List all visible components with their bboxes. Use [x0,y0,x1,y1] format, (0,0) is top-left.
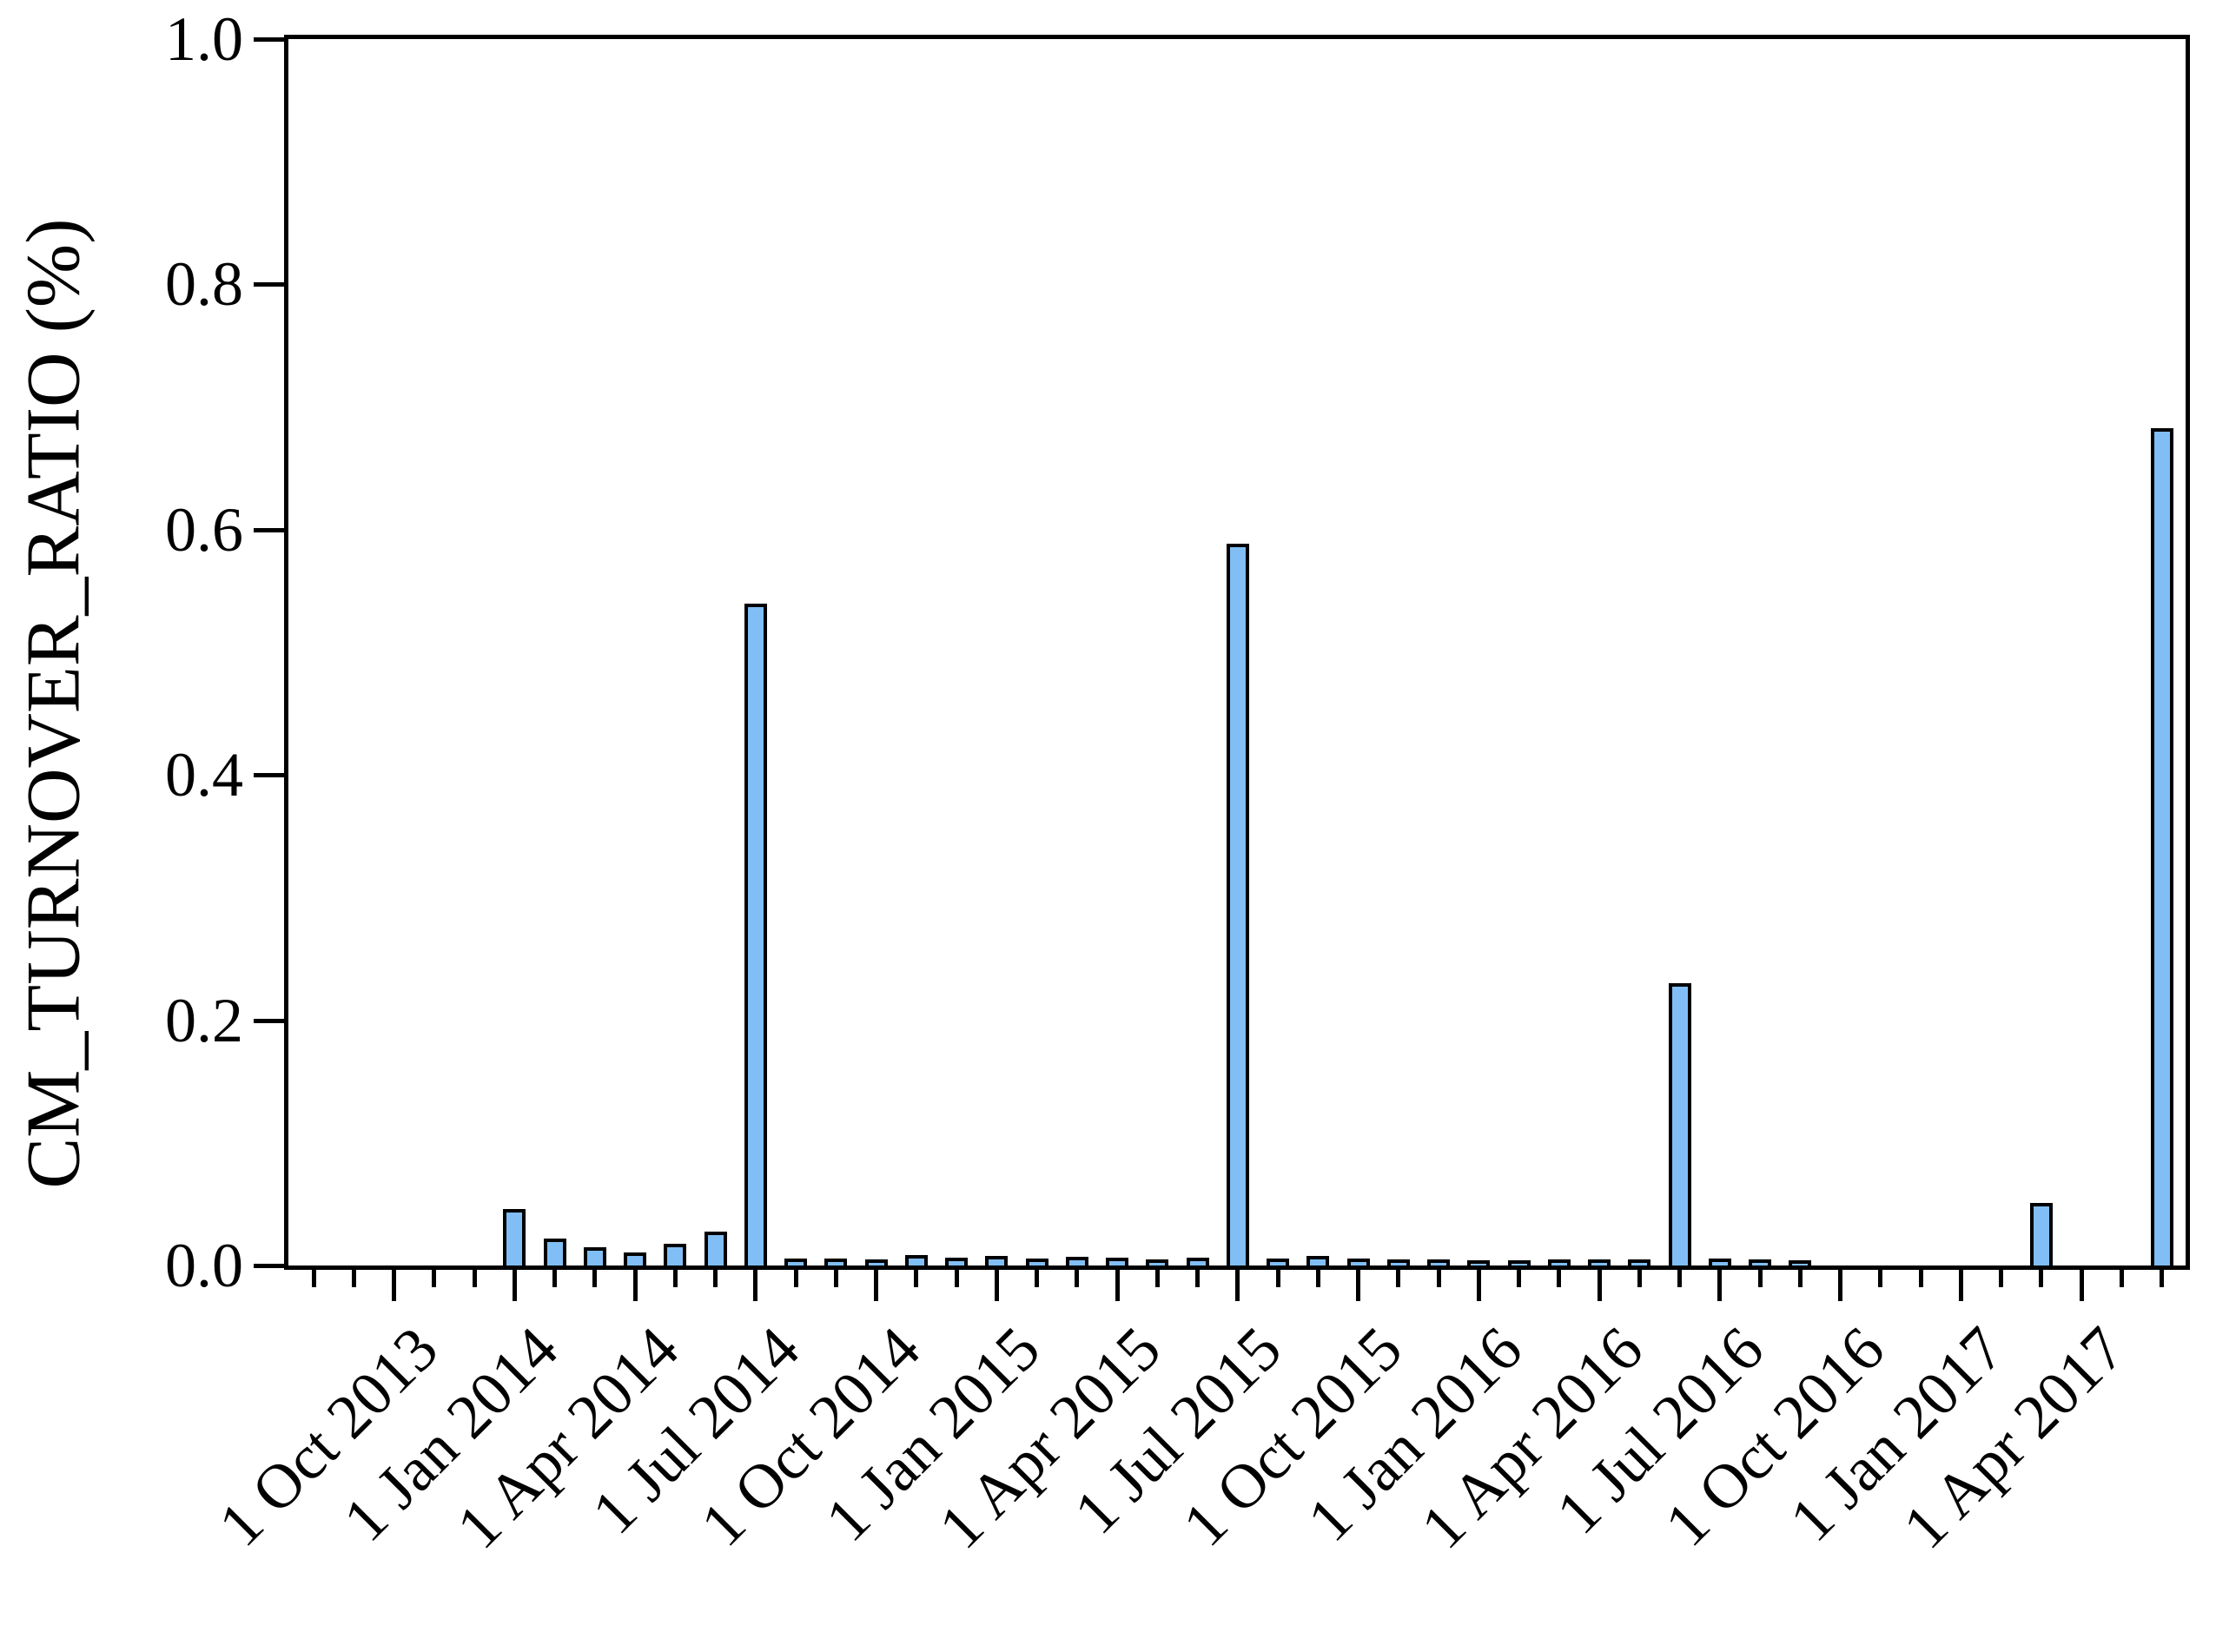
x-tick-major [633,1270,638,1301]
bar-aug-2015 [1267,1259,1289,1265]
bar-layer [288,39,2186,1265]
x-tick-major [1477,1270,1481,1301]
bar-feb-2016 [1508,1260,1531,1265]
bar-may-2014 [664,1244,686,1265]
bar-nov-2015 [1387,1259,1410,1265]
bar-feb-2014 [544,1239,566,1265]
x-tick-minor [1798,1270,1803,1287]
bar-jun-2015 [1187,1258,1209,1265]
bar-jan-2016 [1467,1260,1490,1265]
x-tick-minor [473,1270,477,1287]
x-tick-major [2080,1270,2084,1301]
y-tick-label: 0.8 [165,249,243,319]
x-tick-major [1717,1270,1722,1301]
x-tick-major [753,1270,757,1301]
y-tick-label: 0.4 [165,740,243,809]
bar-jun-2016 [1669,983,1691,1265]
x-tick-minor [1999,1270,2003,1287]
x-tick-minor [552,1270,557,1287]
bar-jun-2014 [704,1232,727,1265]
x-tick-minor [1316,1270,1320,1287]
x-tick-major [1598,1270,1602,1301]
y-tick [254,282,284,287]
x-tick-minor [673,1270,678,1287]
x-tick-major [995,1270,999,1301]
x-tick-minor [1075,1270,1079,1287]
y-tick-label: 0.2 [165,986,243,1055]
x-tick-minor [1517,1270,1521,1287]
bar-sep-2014 [824,1259,847,1265]
bar-jul-2014 [744,604,767,1265]
bar-jul-2015 [1227,544,1249,1265]
bar-mar-2017 [2030,1203,2053,1265]
x-tick-minor [713,1270,718,1287]
bar-may-2015 [1146,1259,1168,1265]
x-tick-major [392,1270,396,1301]
x-tick-minor [1396,1270,1400,1287]
bar-mar-2016 [1548,1259,1571,1265]
plot-area [284,35,2190,1270]
bar-jun-2017 [2151,428,2173,1265]
x-tick-minor [955,1270,959,1287]
bar-apr-2014 [624,1252,646,1265]
bar-jan-2015 [985,1256,1008,1265]
y-tick [254,773,284,777]
x-tick-minor [1557,1270,1561,1287]
y-tick [254,528,284,532]
bar-mar-2014 [584,1247,606,1265]
y-tick-label: 1.0 [165,4,243,74]
x-tick-minor [1758,1270,1763,1287]
bar-feb-2015 [1026,1259,1048,1265]
x-tick-minor [2039,1270,2043,1287]
bar-dec-2015 [1427,1259,1450,1265]
bar-oct-2014 [865,1259,888,1265]
bar-apr-2015 [1106,1258,1128,1265]
x-tick-minor [914,1270,918,1287]
x-tick-minor [834,1270,838,1287]
x-tick-major [1115,1270,1120,1301]
x-tick-minor [2160,1270,2164,1287]
x-tick-minor [1035,1270,1039,1287]
bar-aug-2014 [784,1259,807,1265]
x-tick-minor [1919,1270,1923,1287]
x-tick-minor [794,1270,798,1287]
bar-may-2016 [1628,1259,1650,1265]
x-tick-minor [1437,1270,1441,1287]
x-tick-minor [1878,1270,1882,1287]
figure-canvas: { "figure": { "background_color": "#ffff… [11,4,2190,1563]
bar-jan-2014 [503,1209,526,1265]
y-tick-label: 0.6 [165,495,243,565]
bar-apr-2016 [1588,1259,1611,1265]
bar-jul-2016 [1709,1259,1731,1265]
x-tick-minor [1637,1270,1642,1287]
y-tick [254,37,284,42]
x-tick-minor [1195,1270,1200,1287]
x-tick-minor [312,1270,316,1287]
bar-sep-2016 [1789,1260,1811,1265]
x-tick-major [1356,1270,1360,1301]
x-tick-major [513,1270,517,1301]
bar-aug-2016 [1749,1259,1771,1265]
bar-oct-2015 [1347,1259,1370,1265]
x-tick-minor [352,1270,356,1287]
y-tick [254,1264,284,1268]
bar-mar-2015 [1066,1257,1088,1265]
x-tick-minor [1677,1270,1682,1287]
x-tick-minor [592,1270,597,1287]
y-tick [254,1019,284,1023]
bar-nov-2014 [905,1255,928,1265]
x-tick-major [1959,1270,1963,1301]
x-tick-minor [2120,1270,2124,1287]
y-tick-label: 0.0 [165,1231,243,1300]
x-tick-major [1235,1270,1240,1301]
x-tick-major [1838,1270,1842,1301]
x-tick-major [874,1270,878,1301]
x-tick-minor [1276,1270,1280,1287]
x-tick-minor [1155,1270,1160,1287]
bar-dec-2014 [945,1258,968,1265]
bar-sep-2015 [1306,1256,1329,1265]
x-tick-minor [432,1270,436,1287]
